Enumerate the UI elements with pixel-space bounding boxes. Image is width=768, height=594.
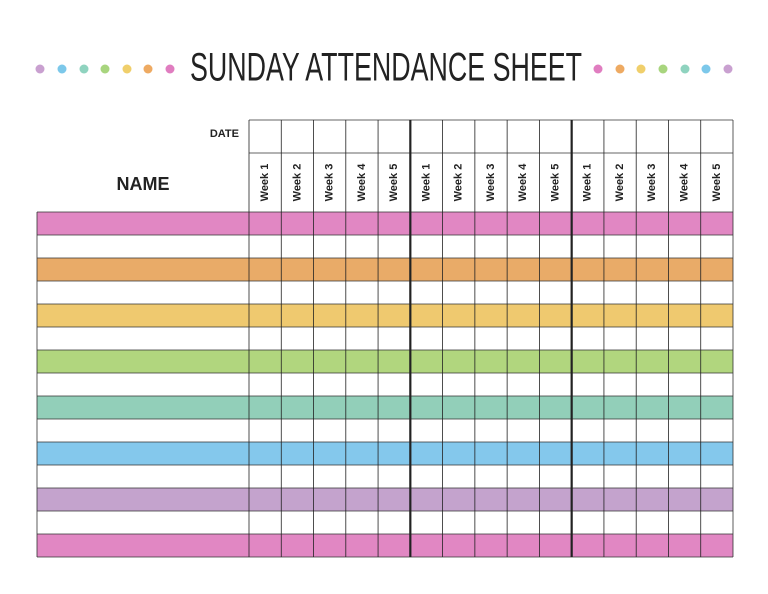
row xyxy=(37,258,733,281)
week-label: Week 2 xyxy=(453,164,465,202)
row xyxy=(37,350,733,373)
dots-right xyxy=(593,64,733,74)
dots-left xyxy=(35,64,175,74)
row xyxy=(37,442,733,465)
dot xyxy=(100,64,110,74)
row xyxy=(37,511,733,534)
dot xyxy=(680,64,690,74)
week-label: Week 1 xyxy=(582,164,594,202)
dot xyxy=(165,64,175,74)
dot xyxy=(593,64,603,74)
week-label: Week 1 xyxy=(259,164,271,202)
week-label: Week 5 xyxy=(388,164,400,202)
name-label: NAME xyxy=(117,174,170,194)
week-label: Week 4 xyxy=(356,163,368,202)
week-label: Week 2 xyxy=(614,164,626,202)
title: SUNDAY ATTENDANCE SHEET xyxy=(190,46,582,90)
row xyxy=(37,396,733,419)
week-label: Week 5 xyxy=(711,164,723,202)
week-label: Week 3 xyxy=(324,164,336,202)
row xyxy=(37,488,733,511)
row xyxy=(37,465,733,488)
week-label: Week 4 xyxy=(679,163,691,202)
row xyxy=(37,373,733,396)
week-label: Week 2 xyxy=(291,164,303,202)
dot xyxy=(658,64,668,74)
dot xyxy=(723,64,733,74)
row xyxy=(37,212,733,235)
dot xyxy=(57,64,67,74)
row xyxy=(37,281,733,304)
dot xyxy=(143,64,153,74)
dot xyxy=(35,64,45,74)
dot xyxy=(701,64,711,74)
row xyxy=(37,419,733,442)
week-label: Week 5 xyxy=(549,164,561,202)
row xyxy=(37,327,733,350)
row xyxy=(37,304,733,327)
week-label: Week 4 xyxy=(517,163,529,202)
dot xyxy=(79,64,89,74)
week-label: Week 3 xyxy=(485,164,497,202)
dot xyxy=(615,64,625,74)
date-label: DATE xyxy=(210,128,239,140)
row xyxy=(37,235,733,258)
week-label: Week 1 xyxy=(420,164,432,202)
dot xyxy=(122,64,132,74)
row xyxy=(37,534,733,557)
dot xyxy=(636,64,646,74)
week-label: Week 3 xyxy=(646,164,658,202)
